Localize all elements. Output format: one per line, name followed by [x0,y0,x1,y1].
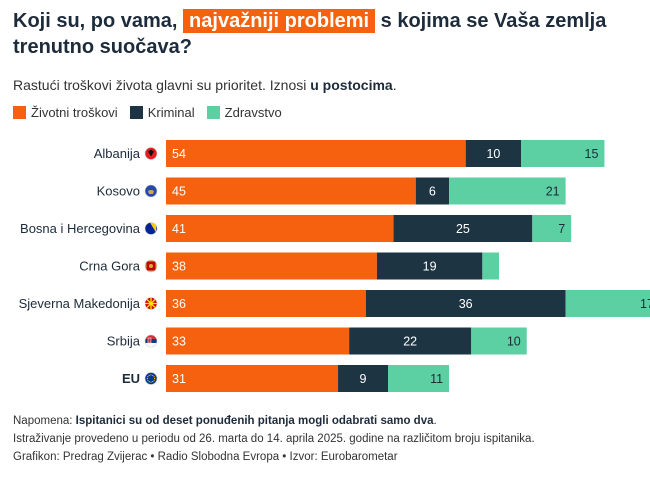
data-label-srbija-zivotni-troskovi: 33 [172,335,186,349]
legend: Životni troškovi Kriminal Zdravstvo [13,105,282,120]
flag-ring [144,222,158,235]
bar-srbija-zdravstvo [471,327,527,355]
bar-sjeverna-makedonija-zivotni-troskovi [166,290,366,317]
flag-eu-icon [144,372,158,385]
bar-kosovo-zivotni-troskovi [166,177,416,205]
bar-row-kosovo: Kosovo 45 6 21 [97,177,566,205]
bar-bosna-i-hercegovina-zivotni-troskovi [166,215,394,242]
note-line-3: Grafikon: Predrag Zvijerac • Radio Slobo… [13,451,398,463]
data-label-bosna-i-hercegovina-zdravstvo: 7 [558,222,565,236]
title-part-2: s kojima se Vaša zemlja trenutno suočava… [13,10,607,58]
data-label-eu-kriminal: 9 [360,372,367,386]
data-label-eu-zdravstvo: 11 [430,372,443,386]
bar-row-bosna-i-hercegovina: Bosna i Hercegovina 41 25 7 [20,215,572,242]
category-label-sjeverna-makedonija: Sjeverna Makedonija [19,296,141,311]
subtitle-text: Rastući troškovi života glavni su priori… [13,77,307,93]
data-label-kosovo-zdravstvo: 21 [546,185,560,199]
data-label-albanija-zivotni-troskovi: 54 [172,147,186,161]
bar-bosna-i-hercegovina-kriminal [393,215,533,242]
bar-eu-kriminal [338,365,388,392]
bar-sjeverna-makedonija-zdravstvo [565,290,650,317]
chart-title: Koji su, po vama, najvažniji problemi s … [13,8,638,60]
bar-crna-gora-kriminal [376,252,483,280]
data-label-bosna-i-hercegovina-kriminal: 25 [456,222,470,236]
flag-ring [144,259,158,273]
data-label-crna-gora-kriminal: 19 [423,260,437,274]
note-end: . [433,415,437,427]
data-label-srbija-zdravstvo: 10 [507,335,521,349]
bar-srbija-zivotni-troskovi [166,327,350,355]
flag-ring [144,297,158,310]
category-label-albanija: Albanija [94,146,141,161]
bar-row-crna-gora: Crna Gora 38 19 [79,252,499,280]
bar-sjeverna-makedonija-kriminal [365,290,566,317]
note-line-2: Istraživanje provedeno u periodu od 26. … [13,433,535,445]
flag-ring [144,147,158,160]
legend-label-zivotni-troskovi: Životni troškovi [31,105,118,120]
note-bold: Ispitanici su od deset ponuđenih pitanja… [75,415,434,427]
legend-label-kriminal: Kriminal [147,105,195,120]
category-label-srbija: Srbija [107,334,141,349]
flag-ring [144,184,158,198]
legend-item-zivotni-troskovi: Životni troškovi [13,105,118,120]
legend-swatch-zivotni-troskovi [13,106,26,119]
bar-albanija-kriminal [465,140,522,167]
data-label-albanija-kriminal: 10 [486,147,500,161]
stacked-bar-chart: Albanija 54 10 15 Kosovo 45 6 21 Bosna i Hercego… [19,140,650,392]
subtitle-bold: u postocima [310,77,393,93]
bar-eu-zivotni-troskovi [166,365,339,392]
category-label-crna-gora: Crna Gora [79,259,140,274]
flag-bosnia-icon [144,222,158,235]
flag-albania-icon [144,147,158,160]
category-label-bosna-i-hercegovina: Bosna i Hercegovina [20,221,141,236]
legend-swatch-zdravstvo [206,106,220,119]
data-label-eu-zivotni-troskovi: 31 [172,372,186,386]
data-label-sjeverna-makedonija-zdravstvo: 17 [640,297,650,311]
flag-serbia-icon [144,334,158,348]
title-highlight: najvažniji problemi [183,9,376,33]
data-label-srbija-kriminal: 22 [403,335,417,349]
data-label-kosovo-zivotni-troskovi: 45 [172,185,186,199]
bar-kosovo-zdravstvo [449,177,566,205]
legend-swatch-kriminal [129,106,143,119]
legend-item-zdravstvo: Zdravstvo [206,105,282,120]
title-part-1: Koji su, po vama, [13,10,178,32]
chart-notes: Napomena: Ispitanici su od deset ponuđen… [13,412,535,466]
category-label-eu: EU [122,371,140,386]
chart-subtitle: Rastući troškovi života glavni su priori… [13,77,397,93]
flag-ring [144,334,158,348]
bar-eu-zdravstvo [388,365,450,392]
bar-albanija-zdravstvo [521,140,605,167]
bar-bosna-i-hercegovina-zdravstvo [532,215,572,242]
data-label-sjeverna-makedonija-kriminal: 36 [459,297,473,311]
data-label-bosna-i-hercegovina-zivotni-troskovi: 41 [172,222,186,236]
bar-crna-gora-zivotni-troskovi [166,252,377,280]
bar-albanija-zivotni-troskovi [166,140,466,167]
bar-crna-gora-zdravstvo [482,252,499,280]
bar-kosovo-kriminal [415,177,450,205]
bar-row-sjeverna-makedonija: Sjeverna Makedonija 36 36 17 [19,290,650,317]
flag-north-macedonia-icon [144,297,158,310]
data-label-sjeverna-makedonija-zivotni-troskovi: 36 [172,297,186,311]
bar-row-srbija: Srbija 33 22 10 [107,327,527,355]
data-label-albanija-zdravstvo: 15 [585,147,599,161]
data-label-crna-gora-zivotni-troskovi: 38 [172,260,186,274]
subtitle-end: . [392,77,397,93]
flag-montenegro-icon [144,259,158,273]
bar-row-albanija: Albanija 54 10 15 [94,140,605,167]
note-label: Napomena: [13,415,73,427]
legend-item-kriminal: Kriminal [129,105,195,120]
bar-srbija-kriminal [349,327,472,355]
data-label-kosovo-kriminal: 6 [429,185,436,199]
flag-kosovo-icon [144,184,158,198]
category-label-kosovo: Kosovo [97,184,140,199]
legend-label-zdravstvo: Zdravstvo [224,105,282,120]
flag-ring [144,372,158,385]
bar-row-eu: EU 31 9 11 [122,365,450,392]
note-line-1: Napomena: Ispitanici su od deset ponuđen… [13,412,535,430]
